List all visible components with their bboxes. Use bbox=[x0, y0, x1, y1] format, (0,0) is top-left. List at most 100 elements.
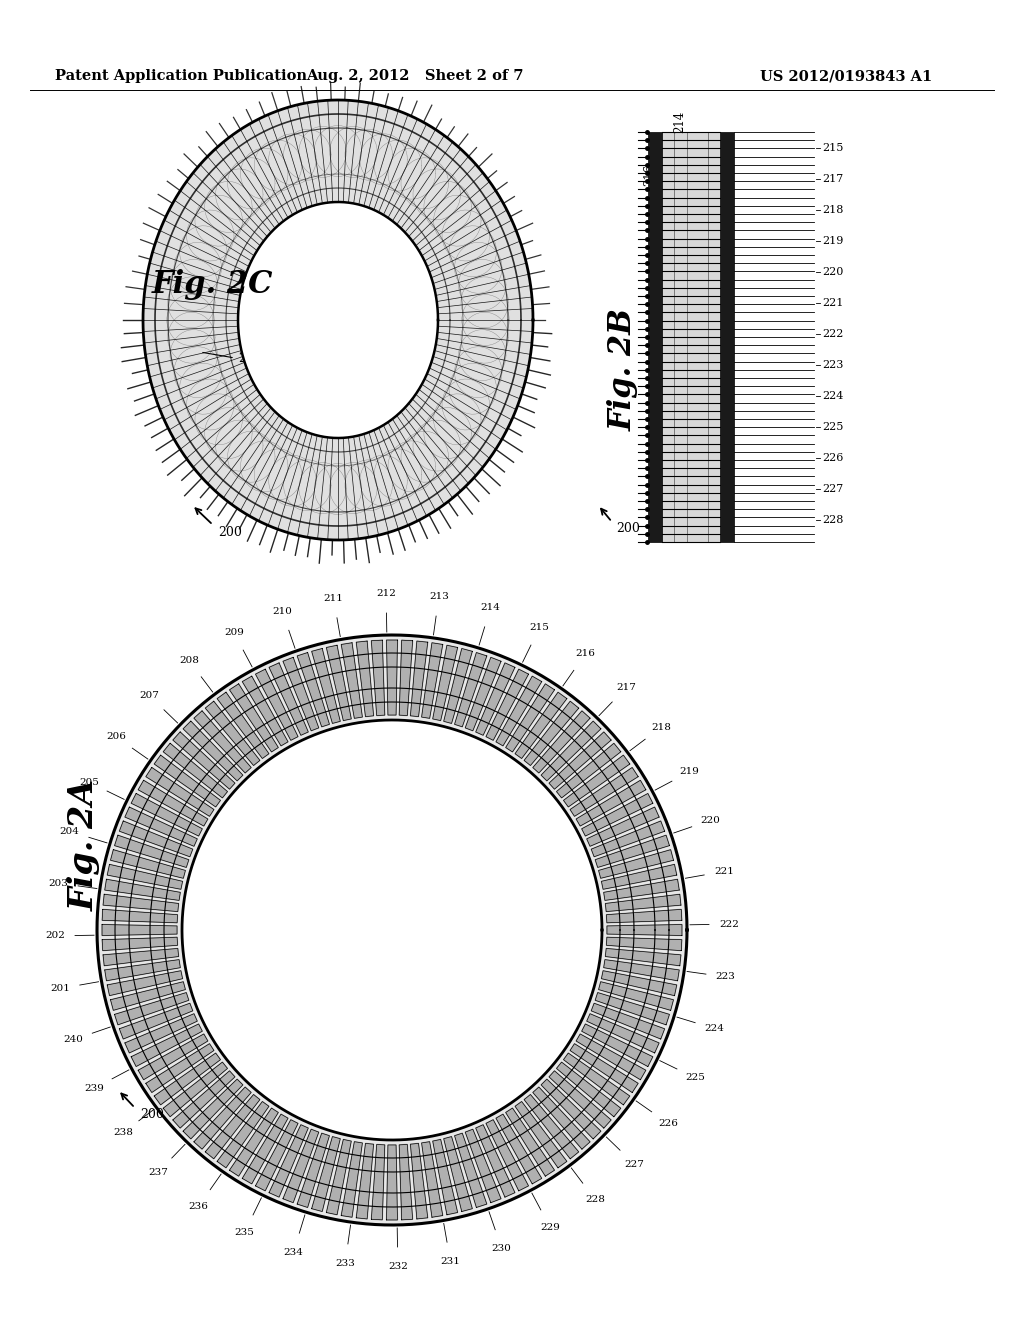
Text: 232: 232 bbox=[388, 1262, 408, 1271]
Polygon shape bbox=[577, 780, 646, 826]
Polygon shape bbox=[372, 1144, 385, 1220]
Polygon shape bbox=[102, 924, 177, 936]
Polygon shape bbox=[433, 645, 458, 721]
Polygon shape bbox=[256, 1119, 298, 1191]
Polygon shape bbox=[541, 721, 601, 781]
Polygon shape bbox=[606, 909, 682, 923]
Polygon shape bbox=[145, 767, 214, 816]
Text: 230: 230 bbox=[492, 1245, 512, 1253]
Text: Patent Application Publication: Patent Application Publication bbox=[55, 69, 307, 83]
Polygon shape bbox=[587, 807, 659, 846]
Polygon shape bbox=[103, 894, 178, 912]
Polygon shape bbox=[549, 731, 611, 789]
Polygon shape bbox=[125, 1014, 198, 1053]
Polygon shape bbox=[549, 1071, 611, 1129]
Polygon shape bbox=[455, 652, 486, 727]
Polygon shape bbox=[104, 960, 180, 981]
Text: 224: 224 bbox=[705, 1024, 724, 1034]
Polygon shape bbox=[476, 1125, 515, 1197]
Text: 223: 223 bbox=[822, 360, 844, 370]
Text: 220: 220 bbox=[822, 267, 844, 277]
Polygon shape bbox=[443, 1137, 472, 1212]
Text: 203: 203 bbox=[48, 879, 69, 887]
Polygon shape bbox=[582, 793, 653, 836]
Polygon shape bbox=[411, 1143, 428, 1218]
Polygon shape bbox=[194, 1088, 251, 1150]
Polygon shape bbox=[356, 1143, 374, 1218]
Polygon shape bbox=[556, 1063, 621, 1117]
Polygon shape bbox=[115, 836, 188, 867]
Text: 217: 217 bbox=[616, 682, 636, 692]
Polygon shape bbox=[443, 648, 472, 723]
Text: 221: 221 bbox=[822, 298, 844, 308]
Polygon shape bbox=[311, 648, 340, 723]
Text: 205: 205 bbox=[79, 777, 99, 787]
Text: 226: 226 bbox=[658, 1119, 678, 1127]
Polygon shape bbox=[229, 1107, 279, 1176]
Polygon shape bbox=[604, 879, 679, 900]
Polygon shape bbox=[506, 684, 555, 752]
Polygon shape bbox=[243, 676, 288, 746]
Polygon shape bbox=[356, 642, 374, 717]
Polygon shape bbox=[120, 821, 193, 857]
Text: 201: 201 bbox=[238, 351, 262, 364]
Text: 217: 217 bbox=[822, 174, 843, 183]
Polygon shape bbox=[411, 642, 428, 717]
Polygon shape bbox=[515, 692, 567, 759]
Polygon shape bbox=[591, 821, 665, 857]
Polygon shape bbox=[599, 982, 674, 1010]
Polygon shape bbox=[115, 993, 188, 1024]
Polygon shape bbox=[131, 1024, 203, 1067]
Polygon shape bbox=[311, 1137, 340, 1212]
Polygon shape bbox=[465, 657, 501, 731]
Polygon shape bbox=[532, 1088, 590, 1150]
Text: 236: 236 bbox=[188, 1201, 209, 1210]
Text: Fig. 2C: Fig. 2C bbox=[152, 269, 273, 301]
Text: 202: 202 bbox=[45, 932, 65, 940]
Polygon shape bbox=[455, 1133, 486, 1208]
Polygon shape bbox=[486, 1119, 528, 1191]
Text: 222: 222 bbox=[822, 329, 844, 339]
Text: 220: 220 bbox=[700, 816, 721, 825]
Text: 209: 209 bbox=[224, 628, 244, 638]
Polygon shape bbox=[587, 1014, 659, 1053]
Polygon shape bbox=[205, 1094, 260, 1159]
Text: 239: 239 bbox=[85, 1084, 104, 1093]
Text: 219: 219 bbox=[822, 236, 844, 246]
Text: 213: 213 bbox=[429, 591, 449, 601]
Polygon shape bbox=[183, 1080, 243, 1139]
Polygon shape bbox=[217, 1101, 269, 1168]
Text: 208: 208 bbox=[179, 656, 199, 665]
Polygon shape bbox=[102, 937, 177, 950]
Polygon shape bbox=[145, 1044, 214, 1093]
Text: 214: 214 bbox=[673, 111, 686, 133]
Polygon shape bbox=[465, 1129, 501, 1203]
Polygon shape bbox=[173, 731, 234, 789]
Text: 218: 218 bbox=[822, 205, 844, 215]
Polygon shape bbox=[297, 652, 330, 727]
Text: 227: 227 bbox=[625, 1159, 644, 1168]
Polygon shape bbox=[143, 100, 534, 540]
Polygon shape bbox=[599, 850, 674, 878]
Text: 234: 234 bbox=[284, 1247, 303, 1257]
Polygon shape bbox=[269, 663, 308, 735]
Text: 200: 200 bbox=[140, 1109, 164, 1122]
Polygon shape bbox=[104, 879, 180, 900]
Polygon shape bbox=[591, 1003, 665, 1039]
Text: 212: 212 bbox=[376, 589, 396, 598]
Text: 207: 207 bbox=[139, 692, 160, 701]
Bar bbox=[662, 132, 720, 543]
Bar bbox=[648, 132, 662, 543]
Text: 238: 238 bbox=[113, 1129, 133, 1138]
Polygon shape bbox=[97, 635, 687, 1225]
Text: 233: 233 bbox=[335, 1259, 355, 1269]
Polygon shape bbox=[238, 202, 438, 438]
Polygon shape bbox=[577, 1034, 646, 1080]
Polygon shape bbox=[524, 701, 579, 766]
Polygon shape bbox=[476, 663, 515, 735]
Polygon shape bbox=[341, 1142, 362, 1217]
Text: 227: 227 bbox=[822, 484, 843, 494]
Polygon shape bbox=[103, 949, 178, 966]
Polygon shape bbox=[515, 1101, 567, 1168]
Text: 204: 204 bbox=[59, 826, 80, 836]
